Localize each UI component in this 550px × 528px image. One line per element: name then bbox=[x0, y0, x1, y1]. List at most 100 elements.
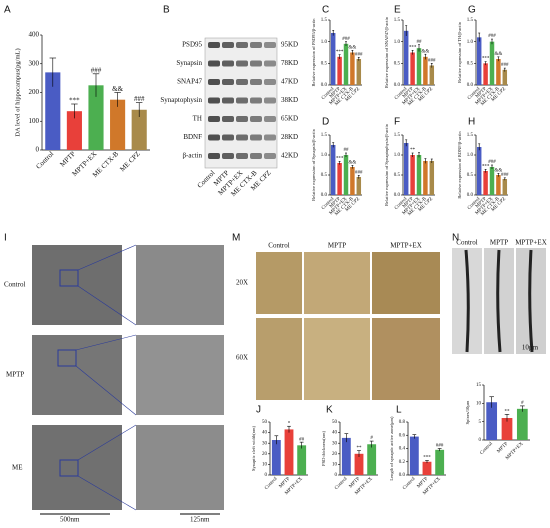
chart: C 0.0 0.5 1.0 1.5 Relative expression of PSD9… bbox=[311, 5, 363, 107]
chart: J 0 10 20 30 40 50 Synaptic cleft width(nm) Cont… bbox=[251, 405, 308, 496]
col-label: MPTP+EX bbox=[390, 242, 422, 250]
bar bbox=[416, 48, 422, 85]
row-label: ME bbox=[12, 464, 23, 472]
size-label: 47KD bbox=[281, 78, 298, 86]
blot-band bbox=[250, 153, 262, 159]
bar bbox=[423, 56, 428, 85]
bar bbox=[350, 52, 355, 85]
x-tick-label: MPTP bbox=[496, 442, 509, 455]
y-tick-label: 5 bbox=[479, 420, 482, 425]
y-tick-label: 0.2 bbox=[399, 460, 406, 465]
chart: D 0.0 0.5 1.0 1.5 Relative expression of Syna… bbox=[311, 117, 363, 217]
y-axis-label: PSD thickness(nm) bbox=[321, 431, 326, 466]
significance: && bbox=[422, 49, 430, 54]
row-label: Control bbox=[4, 281, 25, 289]
blot-band bbox=[264, 116, 276, 122]
panel-letter: K bbox=[326, 405, 333, 416]
blot-band bbox=[222, 153, 234, 159]
significance: ### bbox=[91, 66, 102, 74]
bar bbox=[429, 65, 435, 85]
y-tick-label: 0.0 bbox=[399, 473, 406, 478]
bar bbox=[284, 429, 294, 475]
y-axis-label: Relative expression of PSD95/β-actin bbox=[311, 18, 316, 87]
panel-letter: I bbox=[4, 233, 7, 244]
y-tick-label: 0.5 bbox=[321, 61, 328, 66]
blot-band bbox=[250, 116, 262, 122]
chart: H 0.0 0.5 1.0 1.5 Relative expression of BDNF… bbox=[457, 117, 509, 217]
panel-letter: E bbox=[394, 5, 401, 16]
size-label: 65KD bbox=[281, 115, 298, 123]
bar bbox=[416, 155, 422, 195]
significance: ** bbox=[505, 409, 511, 414]
y-tick-label: 1.0 bbox=[321, 153, 328, 158]
chart: A 0 100 200 300 400 DA level of hippocampus(pg… bbox=[4, 5, 150, 179]
scale-label: 10μm bbox=[522, 344, 539, 352]
significance: ### bbox=[355, 52, 363, 57]
bar bbox=[350, 167, 355, 195]
size-label: 28KD bbox=[281, 133, 298, 141]
y-tick-label: 0.0 bbox=[467, 193, 474, 198]
y-axis-label: Relative expression of SNAP47/β-actin bbox=[384, 16, 389, 88]
significance: && bbox=[349, 45, 357, 50]
y-tick-label: 1.0 bbox=[321, 40, 328, 45]
y-tick-label: 300 bbox=[29, 59, 40, 67]
significance: # bbox=[521, 401, 524, 406]
bar bbox=[297, 445, 307, 475]
significance: ** bbox=[357, 446, 363, 451]
y-axis-label: Relative expression of BDNF/β-actin bbox=[457, 131, 462, 199]
y-tick-label: 10 bbox=[332, 463, 338, 468]
blot-band bbox=[250, 134, 262, 141]
bar bbox=[476, 37, 482, 85]
panel-letter: B bbox=[163, 5, 170, 16]
panel-letter: J bbox=[256, 405, 261, 416]
bar bbox=[422, 461, 432, 475]
blot-band bbox=[264, 79, 276, 85]
y-tick-label: 1.5 bbox=[467, 133, 474, 138]
protein-label: TH bbox=[193, 115, 202, 123]
row-label: 20X bbox=[236, 279, 248, 287]
protein-label: BDNF bbox=[183, 133, 202, 141]
y-tick-label: 40 bbox=[262, 431, 268, 436]
bar bbox=[486, 402, 498, 440]
y-tick-label: 0.8 bbox=[399, 420, 406, 425]
scale-label: 125nm bbox=[190, 516, 210, 524]
blot-band bbox=[264, 42, 276, 48]
significance: && bbox=[112, 85, 123, 93]
bar bbox=[403, 30, 409, 85]
bar bbox=[66, 111, 82, 150]
scale-label: 500nm bbox=[60, 516, 80, 524]
y-tick-label: 0.0 bbox=[321, 83, 328, 88]
significance: ### bbox=[436, 444, 444, 449]
blot-band bbox=[264, 153, 276, 159]
significance: *** bbox=[482, 165, 490, 170]
blot-band bbox=[222, 42, 234, 48]
bar bbox=[496, 59, 501, 85]
bar bbox=[410, 155, 415, 195]
panel-letter: C bbox=[322, 5, 329, 16]
y-tick-label: 1.5 bbox=[394, 18, 401, 23]
blot-band bbox=[250, 97, 262, 104]
blot-band bbox=[236, 79, 248, 85]
y-tick-label: 15 bbox=[476, 383, 482, 388]
bar bbox=[483, 171, 488, 195]
y-axis-label: DA level of hippocampus(pg/mL) bbox=[14, 48, 21, 136]
blot-band bbox=[222, 97, 234, 104]
size-label: 38KD bbox=[281, 96, 298, 104]
y-tick-label: 0 bbox=[36, 146, 40, 154]
y-tick-label: 50 bbox=[332, 420, 338, 425]
y-tick-label: 0.5 bbox=[321, 173, 328, 178]
x-tick-label: MPTP bbox=[58, 150, 77, 169]
y-tick-label: 20 bbox=[332, 452, 338, 457]
bar bbox=[489, 167, 495, 195]
significance: # bbox=[370, 436, 373, 441]
significance: *** bbox=[409, 45, 417, 50]
significance: ** bbox=[410, 148, 416, 153]
golgi-images bbox=[256, 252, 440, 400]
significance: *** bbox=[336, 157, 344, 162]
y-tick-label: 0.5 bbox=[394, 173, 401, 178]
y-tick-label: 1.0 bbox=[394, 40, 401, 45]
bar bbox=[341, 437, 351, 475]
y-tick-label: 20 bbox=[262, 452, 268, 457]
